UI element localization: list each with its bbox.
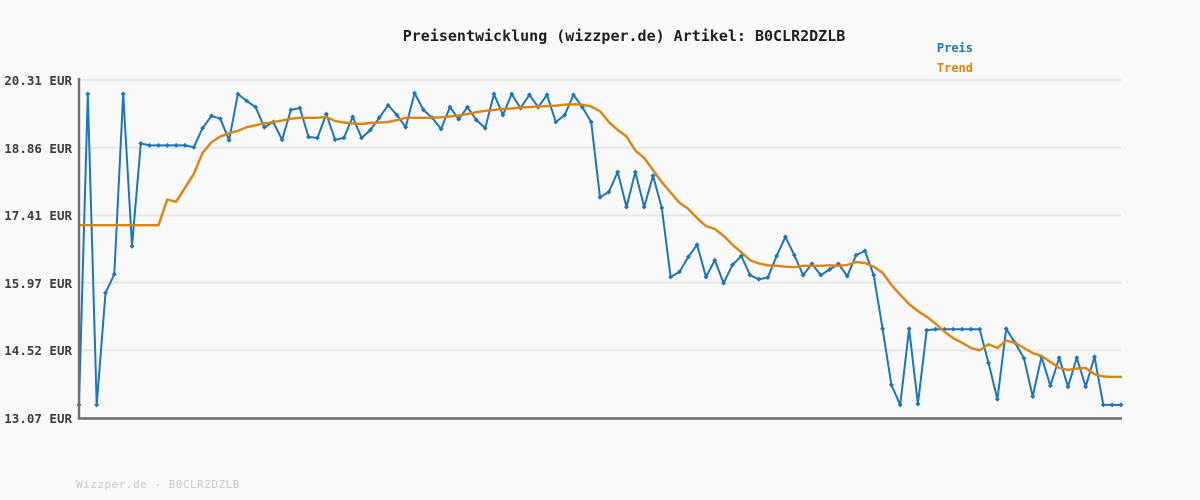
y-tick-label: 18.86 EUR <box>4 140 72 156</box>
y-tick-label: 13.07 EUR <box>4 411 72 426</box>
price-line-markers <box>76 90 1124 408</box>
y-tick-label: 17.41 EUR <box>4 208 72 224</box>
legend-item-preis: Preis <box>773 41 973 55</box>
legend-label-preis: Preis <box>936 41 973 55</box>
legend-item-trend: Trend <box>773 61 973 75</box>
watermark: Wizzper.de - B0CLR2DZLB <box>76 478 240 491</box>
legend-label-trend: Trend <box>936 61 973 75</box>
y-tick-label: 14.52 EUR <box>4 343 72 359</box>
trend-line <box>77 103 1123 379</box>
y-tick-label: 15.97 EUR <box>4 275 72 291</box>
chart-title: Preisentwicklung (wizzper.de) Artikel: B… <box>402 27 846 45</box>
price-line <box>78 92 1122 406</box>
y-tick-label: 20.31 EUR <box>4 73 72 88</box>
